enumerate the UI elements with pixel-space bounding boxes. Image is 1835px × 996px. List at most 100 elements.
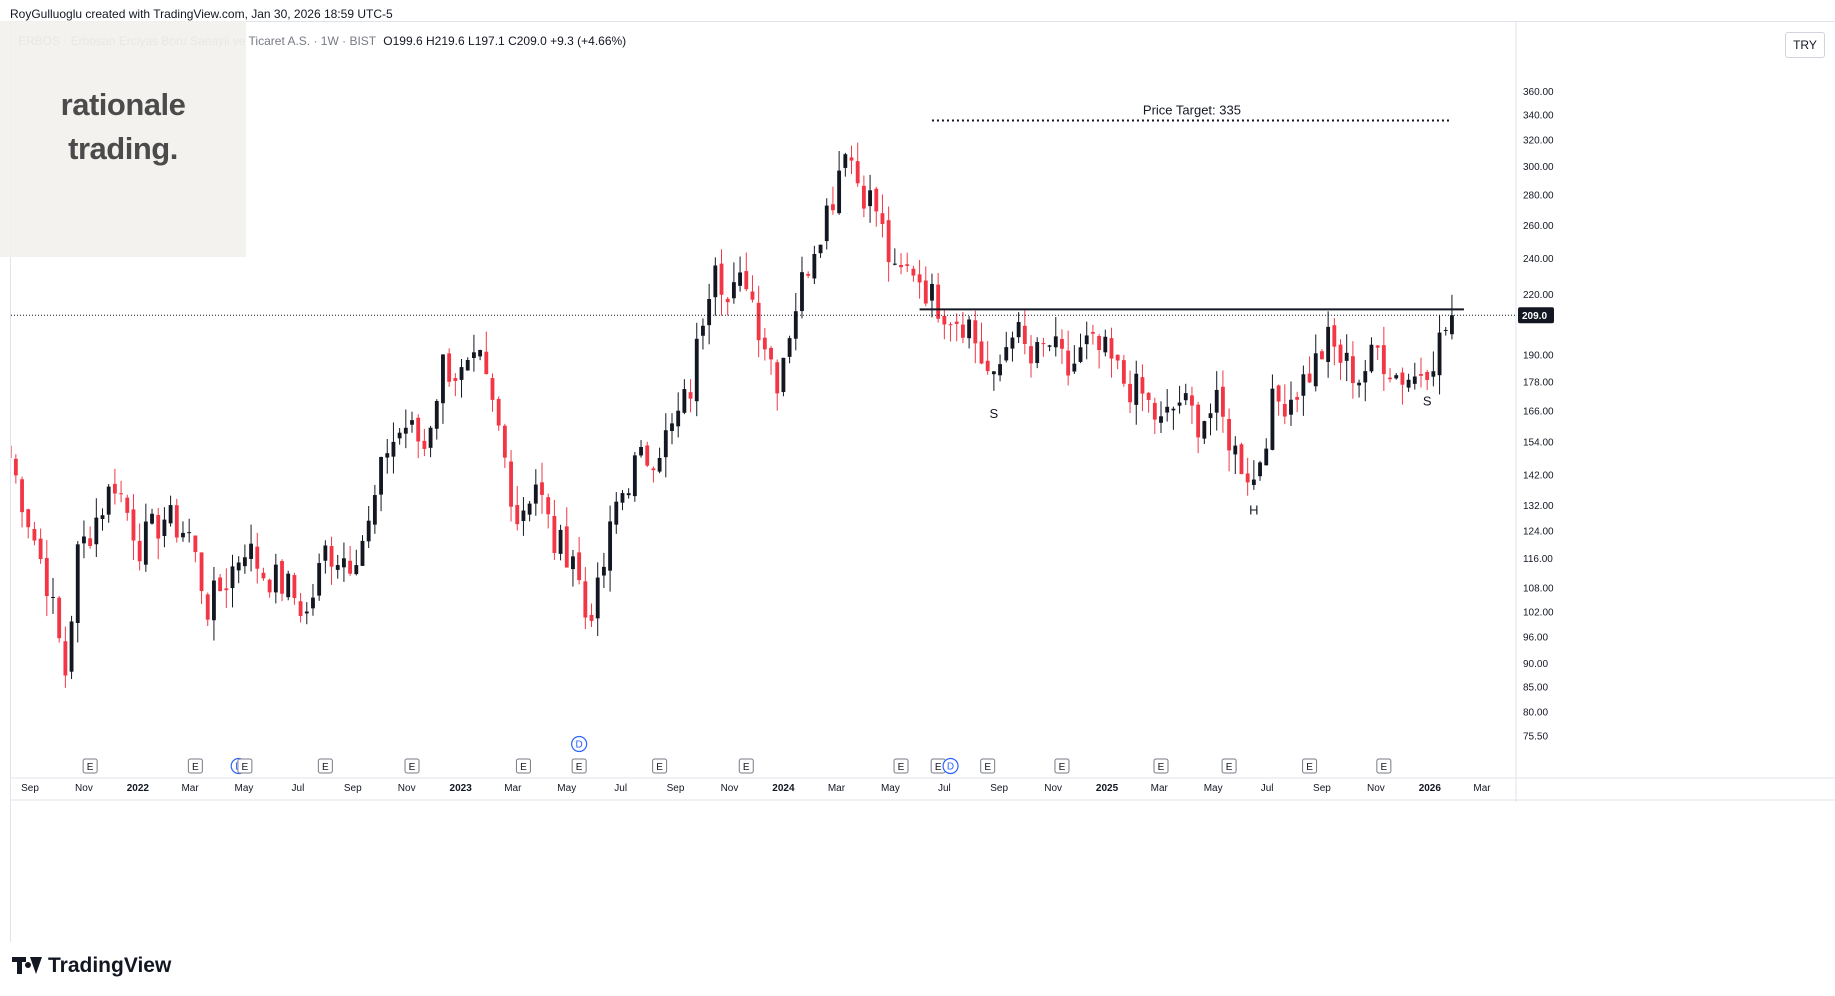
- candle-body: [1047, 345, 1052, 347]
- candle-body: [379, 456, 383, 495]
- candle-body: [670, 423, 674, 432]
- candle-body: [868, 190, 872, 207]
- candle-body: [44, 557, 49, 597]
- candle-body: [861, 185, 866, 209]
- candle-body: [540, 482, 544, 495]
- candle-body: [1152, 402, 1157, 420]
- candle-body: [465, 360, 470, 371]
- candle-body: [1320, 351, 1324, 360]
- candle-body: [416, 417, 421, 442]
- x-tick-label: 2023: [450, 783, 473, 794]
- open-label: O: [383, 34, 393, 48]
- candle-body: [230, 566, 235, 589]
- candle-body: [1016, 322, 1021, 338]
- tradingview-logo[interactable]: TradingView: [12, 954, 171, 978]
- candle-body: [1010, 337, 1015, 349]
- candle-body: [1406, 379, 1411, 388]
- y-tick-label: 124.00: [1523, 527, 1554, 538]
- x-tick-label: Nov: [1367, 783, 1385, 794]
- candle-body: [756, 302, 761, 341]
- candle-body: [82, 536, 86, 544]
- dividend-marker: [942, 757, 959, 775]
- earnings-marker: [980, 758, 996, 774]
- logo-line-1: rationale: [60, 87, 186, 122]
- candle-body: [1128, 383, 1132, 403]
- x-tick-label: Jul: [1261, 783, 1274, 794]
- candle-body: [304, 611, 309, 614]
- candle-body: [502, 425, 507, 458]
- earnings-marker: [1376, 758, 1392, 774]
- x-tick-label: Mar: [504, 783, 522, 794]
- candle-body: [1115, 354, 1120, 361]
- candle-body: [391, 441, 396, 457]
- candle-body: [1450, 315, 1454, 335]
- dividend-marker: [571, 735, 588, 753]
- dividend-marker-label: D: [576, 740, 583, 751]
- currency-button[interactable]: TRY: [1785, 32, 1825, 58]
- x-tick-label: Sep: [667, 783, 685, 794]
- chart-area[interactable]: 360.00 340.00 320.00 300.00 280.00 260.00 240.…: [10, 21, 1835, 942]
- x-tick-label: 2022: [127, 783, 150, 794]
- candle-body: [1344, 352, 1349, 361]
- candle-body: [100, 515, 105, 519]
- watermark-logo: rationale trading.: [0, 21, 246, 257]
- candle-body: [484, 351, 489, 375]
- candle-body: [651, 468, 656, 471]
- candle-body: [1183, 393, 1188, 401]
- earnings-marker-label: E: [898, 762, 905, 773]
- earnings-marker: [1153, 758, 1169, 774]
- candle-body: [1419, 373, 1423, 376]
- candle-body: [911, 268, 916, 276]
- candle-body: [255, 546, 260, 569]
- candle-body: [1214, 389, 1219, 413]
- x-tick-label: May: [557, 783, 576, 794]
- y-tick-label: 102.00: [1523, 607, 1554, 618]
- y-tick-label: 108.00: [1523, 584, 1554, 595]
- candle-body: [1425, 371, 1430, 380]
- x-tick-label: Mar: [1473, 783, 1491, 794]
- y-tick-label: 166.00: [1523, 406, 1554, 417]
- earnings-marker: [1302, 758, 1318, 774]
- candle-body: [1134, 373, 1139, 405]
- candle-body: [212, 580, 216, 621]
- candle-body: [38, 538, 43, 560]
- x-tick-label: Sep: [21, 783, 39, 794]
- x-tick-label: Sep: [344, 783, 362, 794]
- candle-body: [267, 579, 272, 593]
- candle-body: [311, 597, 315, 609]
- y-tick-label: 320.00: [1523, 135, 1554, 146]
- y-tick-label: 85.00: [1523, 683, 1548, 694]
- x-tick-label: 2026: [1419, 783, 1442, 794]
- earnings-marker-label: E: [1226, 762, 1233, 773]
- candle-body: [410, 420, 414, 425]
- earnings-marker-label: E: [1059, 762, 1066, 773]
- candle-body: [800, 272, 804, 312]
- candle-body: [905, 264, 910, 266]
- chart-svg[interactable]: 360.00 340.00 320.00 300.00 280.00 260.00 240.…: [11, 22, 1835, 942]
- y-tick-label: 142.00: [1523, 471, 1554, 482]
- candle-body: [385, 453, 390, 458]
- candle-body: [13, 458, 18, 476]
- earnings-marker-label: E: [984, 762, 991, 773]
- candle-body: [168, 505, 173, 524]
- candle-body: [1165, 406, 1170, 413]
- x-tick-label: Jul: [292, 783, 305, 794]
- earnings-marker-label: E: [87, 762, 94, 773]
- candle-body: [88, 538, 93, 546]
- candle-body: [354, 565, 359, 575]
- earnings-marker: [1221, 758, 1237, 774]
- candle-body: [973, 320, 978, 344]
- candle-body: [1022, 325, 1027, 344]
- candle-body: [1375, 345, 1380, 348]
- candle-body: [546, 497, 551, 515]
- low-value: 197.1: [474, 34, 505, 48]
- x-tick-label: Mar: [828, 783, 846, 794]
- candle-body: [552, 515, 557, 553]
- earnings-marker: [571, 758, 587, 774]
- candle-body: [205, 594, 210, 620]
- y-tick-label: 340.00: [1523, 110, 1554, 121]
- last-price-label: 209.0: [1522, 311, 1547, 322]
- earnings-marker-label: E: [1306, 762, 1313, 773]
- candle-body: [75, 544, 80, 623]
- candle-body: [428, 427, 433, 448]
